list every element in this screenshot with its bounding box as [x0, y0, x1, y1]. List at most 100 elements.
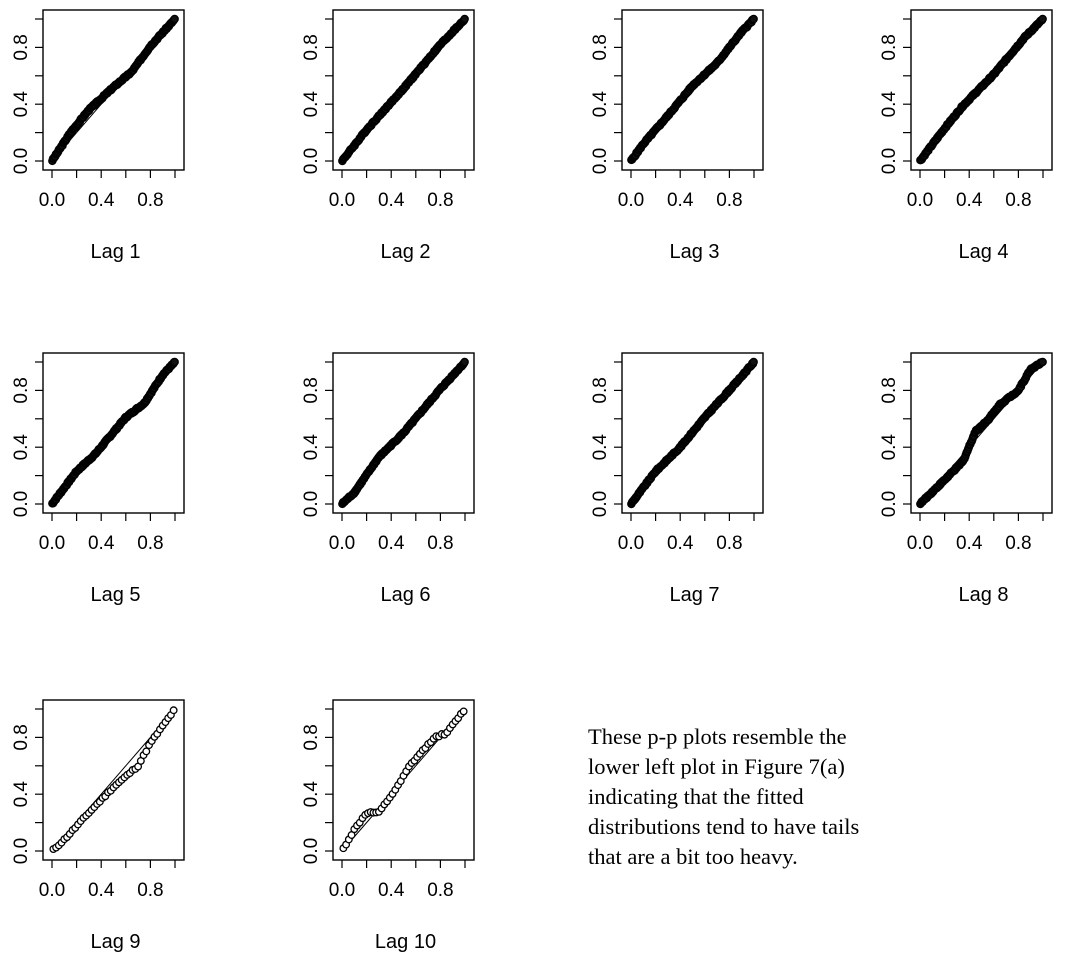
points-group — [916, 357, 1047, 509]
x-tick-label: 0.0 — [329, 533, 355, 554]
x-tick-label: 0.8 — [1005, 533, 1031, 554]
y-tick-label: 0.4 — [11, 91, 32, 118]
points-group — [339, 707, 468, 853]
points-group — [338, 14, 469, 166]
pp-plot-panel: 0.0 0.4 0.8 0.0 0.4 0.8 Lag 5 — [11, 352, 185, 606]
y-tick-label: 0.0 — [590, 491, 611, 517]
x-tick-label: 0.4 — [88, 533, 115, 554]
x-tick-label: 0.4 — [378, 190, 405, 211]
y-tick-label: 0.0 — [301, 491, 322, 517]
plot-frame — [42, 352, 185, 514]
points-group — [48, 14, 179, 166]
plot-frame — [332, 9, 475, 171]
points-group — [48, 357, 179, 508]
y-tick-label: 0.0 — [11, 148, 32, 174]
x-tick-label: 0.0 — [39, 533, 65, 554]
pp-plot-panel: 0.0 0.4 0.8 0.0 0.4 0.8 Lag 2 — [301, 9, 475, 263]
x-tick-label: 0.8 — [1005, 190, 1031, 211]
x-tick-label: 0.0 — [329, 880, 355, 901]
y-tick-label: 0.4 — [11, 781, 32, 808]
y-tick-label: 0.8 — [11, 377, 32, 403]
y-tick-label: 0.0 — [879, 491, 900, 517]
y-tick-label: 0.0 — [590, 148, 611, 174]
pp-point — [1038, 14, 1047, 24]
y-tick-label: 0.8 — [590, 377, 611, 403]
x-tick-label: 0.4 — [378, 880, 405, 901]
y-tick-label: 0.4 — [879, 91, 900, 118]
pp-plot-panel: 0.0 0.4 0.8 0.0 0.4 0.8 Lag 7 — [590, 352, 764, 606]
y-tick-label: 0.4 — [590, 91, 611, 118]
y-tick-label: 0.4 — [879, 434, 900, 461]
points-group — [916, 14, 1047, 165]
plot-frame — [332, 352, 475, 514]
panel-label: Lag 7 — [669, 584, 719, 606]
pp-plot-panel: 0.0 0.4 0.8 0.0 0.4 0.8 Lag 10 — [301, 699, 475, 953]
pp-plot-panel: 0.0 0.4 0.8 0.0 0.4 0.8 Lag 1 — [11, 9, 185, 263]
x-tick-label: 0.0 — [618, 533, 644, 554]
panel-label: Lag 3 — [669, 241, 719, 263]
x-tick-label: 0.8 — [716, 533, 742, 554]
x-tick-label: 0.8 — [427, 190, 453, 211]
pp-point — [749, 14, 758, 24]
pp-point — [749, 357, 758, 367]
y-tick-label: 0.0 — [11, 838, 32, 864]
pp-plot-panel: 0.0 0.4 0.8 0.0 0.4 0.8 Lag 9 — [11, 699, 185, 953]
caption-note: These p-p plots resemble the lower left … — [584, 718, 919, 878]
pp-point — [170, 14, 179, 24]
panel-label: Lag 4 — [958, 241, 1008, 263]
x-tick-label: 0.4 — [667, 533, 694, 554]
x-tick-label: 0.0 — [39, 880, 65, 901]
panel-label: Lag 5 — [90, 584, 140, 606]
y-tick-label: 0.8 — [301, 724, 322, 750]
x-tick-label: 0.4 — [667, 190, 694, 211]
y-tick-label: 0.8 — [301, 377, 322, 403]
x-tick-label: 0.8 — [427, 880, 453, 901]
pp-plot-panel: 0.0 0.4 0.8 0.0 0.4 0.8 Lag 4 — [879, 9, 1053, 263]
y-tick-label: 0.4 — [590, 434, 611, 461]
x-tick-label: 0.4 — [378, 533, 405, 554]
x-tick-label: 0.4 — [956, 190, 983, 211]
plot-frame — [910, 352, 1053, 514]
y-tick-label: 0.0 — [11, 491, 32, 517]
plot-frame — [621, 352, 764, 514]
panel-label: Lag 8 — [958, 584, 1008, 606]
y-tick-label: 0.4 — [301, 434, 322, 461]
plot-frame — [621, 9, 764, 171]
pp-point — [170, 357, 179, 367]
y-tick-label: 0.8 — [11, 34, 32, 60]
plot-frame — [42, 699, 185, 861]
x-tick-label: 0.8 — [427, 533, 453, 554]
plot-frame — [332, 699, 475, 861]
pp-plot-panel: 0.0 0.4 0.8 0.0 0.4 0.8 Lag 3 — [590, 9, 764, 263]
y-tick-label: 0.4 — [301, 91, 322, 118]
points-group — [627, 357, 758, 509]
plot-frame — [910, 9, 1053, 171]
points-group — [338, 357, 469, 509]
x-tick-label: 0.0 — [907, 533, 933, 554]
x-tick-label: 0.0 — [39, 190, 65, 211]
pp-point — [460, 357, 469, 367]
x-tick-label: 0.4 — [88, 880, 115, 901]
y-tick-label: 0.8 — [590, 34, 611, 60]
pp-plot-panel: 0.0 0.4 0.8 0.0 0.4 0.8 Lag 8 — [879, 352, 1053, 606]
x-tick-label: 0.8 — [137, 880, 163, 901]
x-tick-label: 0.8 — [716, 190, 742, 211]
plot-frame — [42, 9, 185, 171]
x-tick-label: 0.0 — [907, 190, 933, 211]
y-tick-label: 0.0 — [879, 148, 900, 174]
y-tick-label: 0.8 — [879, 34, 900, 60]
panel-label: Lag 1 — [90, 241, 140, 263]
x-tick-label: 0.4 — [88, 190, 115, 211]
y-tick-label: 0.0 — [301, 148, 322, 174]
pp-point — [459, 707, 468, 716]
x-tick-label: 0.4 — [956, 533, 983, 554]
y-tick-label: 0.8 — [301, 34, 322, 60]
pp-plot-panel: 0.0 0.4 0.8 0.0 0.4 0.8 Lag 6 — [301, 352, 475, 606]
panel-label: Lag 6 — [380, 584, 430, 606]
panel-label: Lag 9 — [90, 931, 140, 953]
y-tick-label: 0.4 — [301, 781, 322, 808]
points-group — [627, 14, 758, 165]
x-tick-label: 0.8 — [137, 533, 163, 554]
y-tick-label: 0.0 — [301, 838, 322, 864]
